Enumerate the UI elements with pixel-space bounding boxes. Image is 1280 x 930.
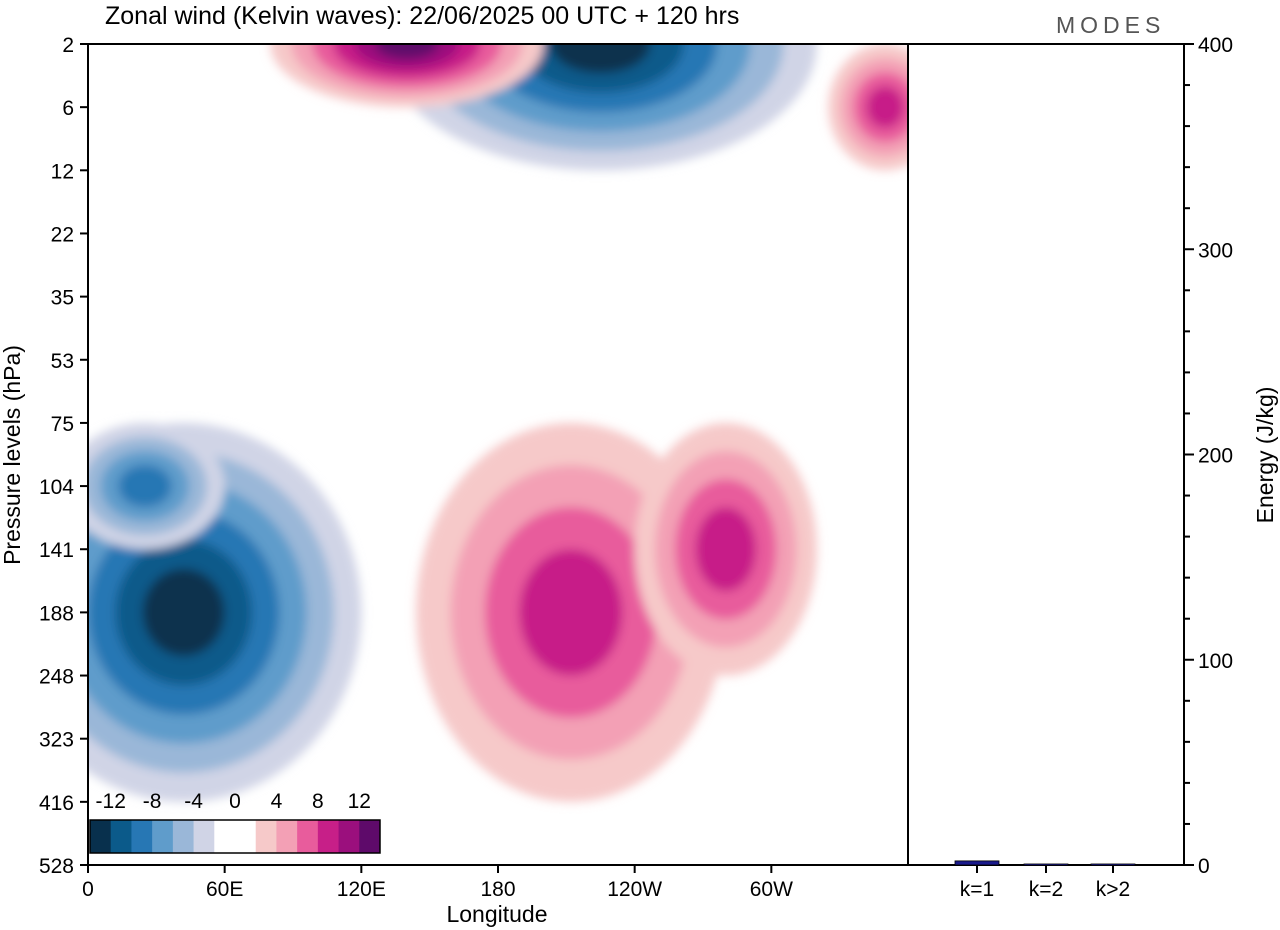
colorbar-swatch [317, 820, 340, 853]
energy-bar [954, 860, 1000, 866]
energy-tick-label: 0 [1198, 855, 1210, 878]
bar-category-label: k=2 [1029, 878, 1063, 901]
colorbar-swatch [235, 820, 257, 853]
contour-level [519, 549, 623, 676]
y-tick-label: 75 [51, 413, 74, 436]
contour-level [375, 44, 439, 59]
colorbar-swatch [359, 820, 381, 853]
y-tick-label: 141 [39, 539, 74, 562]
colorbar-label: 4 [271, 790, 283, 813]
y-tick-label: 323 [39, 729, 74, 752]
colorbar-frame [89, 819, 381, 854]
y-tick-label: 6 [62, 97, 74, 120]
colorbar-swatch [172, 820, 195, 853]
y-tick-label: 104 [39, 476, 74, 499]
colorbar-label: 12 [348, 790, 371, 813]
y-tick-label: 416 [39, 792, 74, 815]
colorbar-swatch [131, 820, 153, 853]
contour-level [118, 465, 172, 508]
colorbar-label: -8 [143, 790, 162, 813]
colorbar-swatch [276, 820, 298, 853]
y-tick-label: 12 [51, 160, 74, 183]
energy-tick-label: 100 [1198, 650, 1233, 673]
colorbar-swatch [152, 820, 174, 853]
y-tick-label: 53 [51, 350, 74, 373]
x-tick-label: 120W [607, 878, 662, 901]
colorbar-swatch [338, 820, 360, 853]
colorbar-swatch [297, 820, 319, 853]
colorbar-swatch [110, 820, 132, 853]
x-tick-label: 0 [82, 878, 94, 901]
colorbar-swatch [255, 820, 277, 853]
x-tick-label: 60W [750, 878, 793, 901]
x-axis-label: Longitude [446, 901, 547, 927]
field-feature-easterly [88, 422, 225, 550]
modes-logo: MODES [1056, 12, 1165, 38]
y-axis-label: Pressure levels (hPa) [0, 345, 25, 565]
field-feature-westerly [270, 44, 544, 108]
colorbar-label: 8 [312, 790, 324, 813]
y-tick-label: 188 [39, 602, 74, 625]
x-tick-label: 180 [480, 878, 515, 901]
colorbar: -12 -8 -4 0 4 8 12 [89, 790, 381, 854]
y-tick-label: 528 [39, 855, 74, 878]
field-feature-westerly [828, 44, 908, 171]
colorbar-label: 0 [229, 790, 241, 813]
colorbar-label: -12 [96, 790, 126, 813]
chart-title: Zonal wind (Kelvin waves): 22/06/2025 00… [105, 2, 739, 30]
bar-frame [907, 43, 1185, 866]
contour-level [142, 568, 225, 657]
colorbar-swatch [90, 820, 112, 853]
colorbar-swatch [193, 820, 215, 853]
field-feature-westerly [634, 422, 817, 676]
x-tick-label: 60E [206, 878, 243, 901]
heatmap-field [88, 44, 908, 802]
bar-category-label: k=1 [960, 878, 994, 901]
y-tick-label: 248 [39, 666, 74, 689]
contour-level [695, 507, 757, 592]
contour-level [550, 44, 651, 74]
y-tick-label: 35 [51, 287, 74, 310]
colorbar-label: -4 [184, 790, 203, 813]
contour-level [866, 86, 905, 129]
energy-tick-label: 200 [1198, 445, 1233, 468]
energy-tick-label: 400 [1198, 34, 1233, 57]
y-tick-label: 2 [62, 34, 74, 57]
energy-tick-label: 300 [1198, 239, 1233, 262]
field-feature-westerly [416, 422, 726, 802]
colorbar-swatch [214, 820, 236, 853]
energy-axis-label: Energy (J/kg) [1252, 387, 1278, 524]
x-tick-label: 120E [337, 878, 386, 901]
bar-category-label: k>2 [1096, 878, 1130, 901]
y-tick-label: 22 [51, 223, 74, 246]
